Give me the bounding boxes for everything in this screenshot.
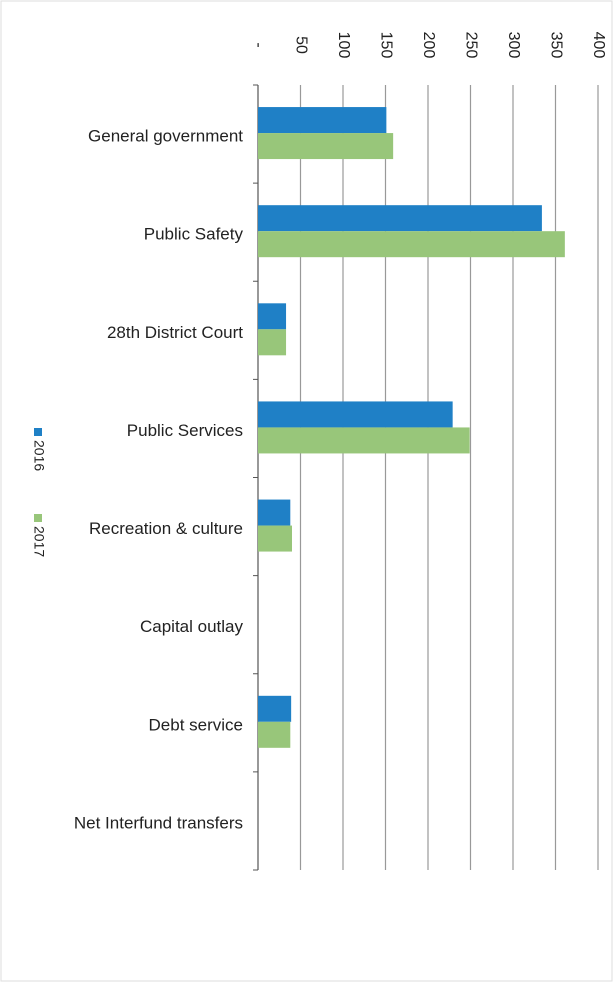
bar <box>258 205 542 232</box>
y-tick-label: 28th District Court <box>107 323 243 342</box>
bar <box>258 427 470 454</box>
x-tick-label: 100 <box>335 32 352 59</box>
y-tick-label: Public Safety <box>144 225 244 244</box>
bar <box>258 329 287 356</box>
x-tick-label: 200 <box>420 32 437 59</box>
x-tick-label: 250 <box>462 32 479 59</box>
y-tick-label: General government <box>88 127 243 146</box>
bar <box>258 133 394 160</box>
y-tick-label: Capital outlay <box>140 617 244 636</box>
legend-label: 2017 <box>31 526 47 557</box>
bar <box>258 401 453 428</box>
legend-label: 2016 <box>31 440 47 471</box>
y-tick-label: Recreation & culture <box>89 519 243 538</box>
y-tick-label: Debt service <box>149 715 243 734</box>
x-tick-label: 300 <box>505 32 522 59</box>
bar <box>258 721 291 748</box>
x-tick-label: - <box>250 42 267 47</box>
bar <box>258 695 292 722</box>
bar <box>258 231 565 258</box>
bar <box>258 499 291 526</box>
x-tick-label: 400 <box>590 32 607 59</box>
x-tick-label: 150 <box>377 32 394 59</box>
x-tick-label: 350 <box>547 32 564 59</box>
x-tick-label: 50 <box>292 36 309 54</box>
bar <box>258 303 287 330</box>
legend-swatch <box>34 428 42 436</box>
bar <box>258 107 387 134</box>
y-tick-label: Net Interfund transfers <box>74 813 243 832</box>
y-tick-label: Public Services <box>127 421 243 440</box>
legend-swatch <box>34 514 42 522</box>
bar <box>258 525 292 552</box>
